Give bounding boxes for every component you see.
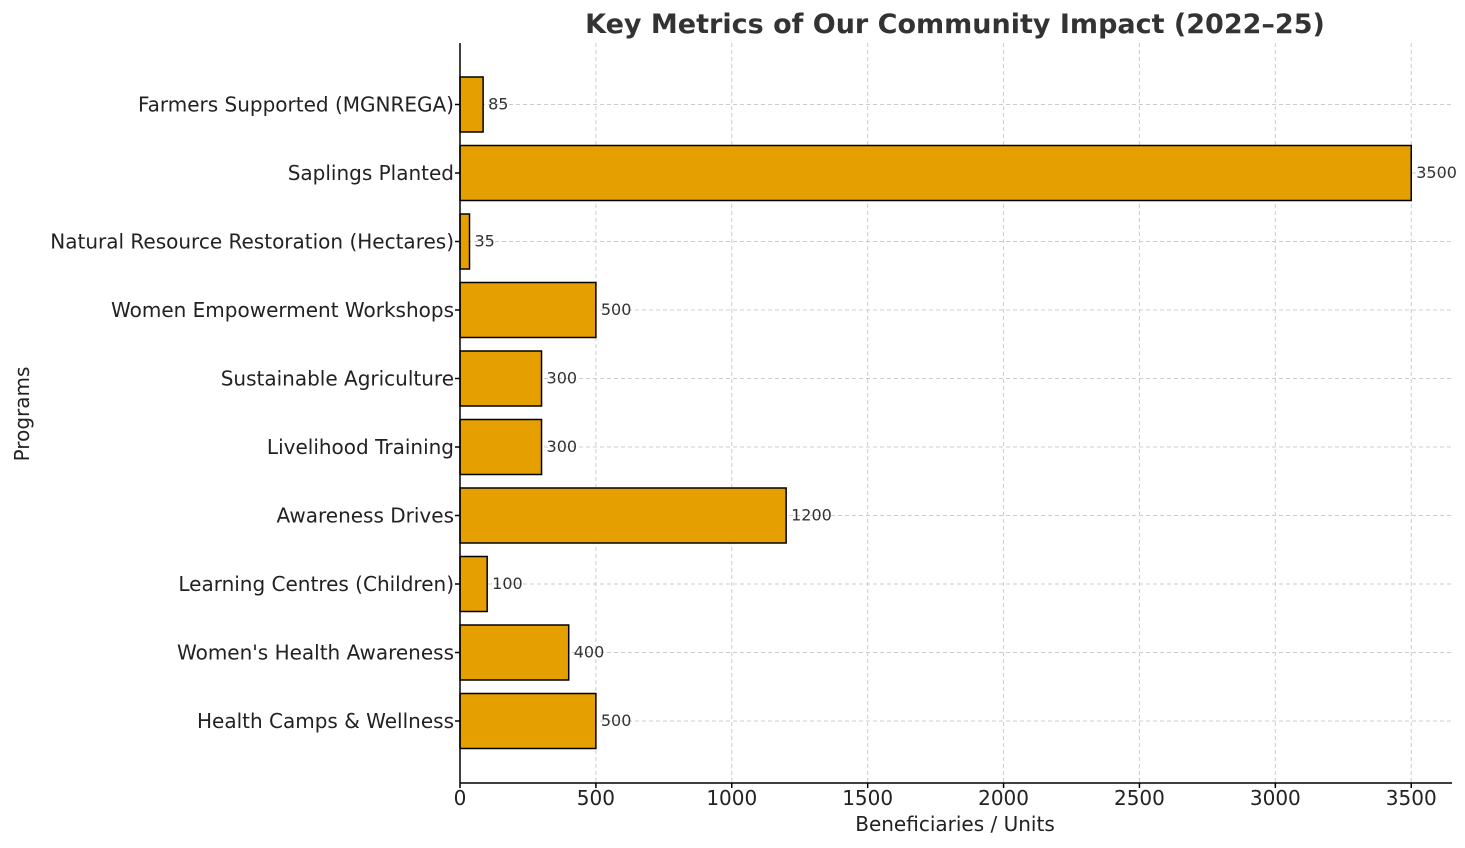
bar: [459, 418, 543, 476]
bar: [459, 350, 543, 407]
y-tick-label: Natural Resource Restoration (Hectares): [50, 230, 454, 254]
bar: [459, 144, 1412, 202]
y-tick-label: Women's Health Awareness: [177, 641, 454, 665]
x-tick-label: 2500: [1114, 786, 1165, 810]
data-label: 400: [574, 643, 605, 662]
x-tick-label: 1500: [842, 786, 893, 810]
y-tick-label: Awareness Drives: [277, 504, 455, 528]
y-tick-label: Saplings Planted: [288, 161, 454, 185]
data-label: 300: [547, 369, 578, 388]
chart-title: Key Metrics of Our Community Impact (202…: [585, 9, 1325, 40]
x-tick-label: 1000: [706, 786, 757, 810]
data-label: 1200: [791, 506, 832, 525]
x-tick-label: 500: [577, 786, 615, 810]
y-tick-label: Livelihood Training: [267, 435, 454, 459]
bar: [459, 76, 484, 133]
bar: [459, 624, 570, 681]
bar: [459, 213, 471, 270]
y-axis-label: Programs: [10, 367, 34, 462]
y-tick-label: Women Empowerment Workshops: [111, 298, 454, 322]
bar: [459, 692, 597, 750]
data-label: 3500: [1416, 163, 1457, 182]
bar: [459, 555, 488, 613]
x-tick-label: 3500: [1386, 786, 1437, 810]
data-label: 500: [601, 300, 632, 319]
data-label: 85: [488, 95, 508, 114]
y-tick-label: Learning Centres (Children): [178, 572, 454, 596]
data-label: 35: [475, 232, 495, 251]
x-tick-label: 3000: [1250, 786, 1301, 810]
grid-lines: [460, 43, 1452, 783]
axes: Farmers Supported (MGNREGA) Saplings Plan…: [50, 43, 1452, 810]
bar: [459, 487, 787, 544]
y-tick-label: Sustainable Agriculture: [221, 367, 454, 391]
y-tick-label: Health Camps & Wellness: [197, 709, 454, 733]
bar: [459, 281, 597, 339]
x-axis-label: Beneficiaries / Units: [855, 812, 1055, 836]
bars: 85 3500 35 500 300 300 1200 100 400 500: [459, 76, 1457, 750]
y-tick-label: Farmers Supported (MGNREGA): [138, 93, 454, 117]
x-tick-label: 2000: [978, 786, 1029, 810]
data-label: 500: [601, 711, 632, 730]
data-label: 100: [492, 574, 523, 593]
x-tick-label: 0: [454, 786, 467, 810]
data-label: 300: [547, 437, 578, 456]
